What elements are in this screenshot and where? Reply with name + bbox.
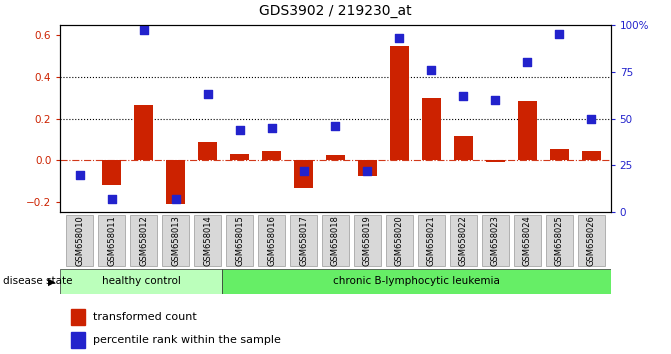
Text: GSM658016: GSM658016 xyxy=(267,215,276,266)
Bar xyxy=(454,136,473,160)
FancyBboxPatch shape xyxy=(258,215,285,266)
Text: ▶: ▶ xyxy=(48,276,56,286)
Point xyxy=(426,67,437,73)
Point xyxy=(234,127,245,133)
FancyBboxPatch shape xyxy=(546,215,572,266)
Bar xyxy=(518,101,537,160)
Text: GSM658022: GSM658022 xyxy=(459,215,468,266)
Text: GSM658014: GSM658014 xyxy=(203,215,212,266)
Point xyxy=(266,125,277,131)
FancyBboxPatch shape xyxy=(578,215,605,266)
Text: GSM658025: GSM658025 xyxy=(555,215,564,266)
Bar xyxy=(198,142,217,160)
FancyBboxPatch shape xyxy=(354,215,380,266)
FancyBboxPatch shape xyxy=(226,215,253,266)
Bar xyxy=(294,160,313,188)
Text: healthy control: healthy control xyxy=(102,276,180,286)
Point xyxy=(458,93,469,99)
Bar xyxy=(422,98,441,160)
FancyBboxPatch shape xyxy=(66,215,93,266)
Text: GSM658012: GSM658012 xyxy=(139,215,148,266)
Bar xyxy=(262,151,281,160)
Point xyxy=(362,168,373,174)
Point xyxy=(202,91,213,97)
Point xyxy=(106,196,117,202)
Point xyxy=(74,172,85,178)
Text: GSM658017: GSM658017 xyxy=(299,215,308,266)
Point xyxy=(394,35,405,41)
Bar xyxy=(550,149,569,160)
Text: GDS3902 / 219230_at: GDS3902 / 219230_at xyxy=(259,4,412,18)
FancyBboxPatch shape xyxy=(130,215,156,266)
Text: GSM658011: GSM658011 xyxy=(107,215,116,266)
Text: GSM658013: GSM658013 xyxy=(171,215,180,266)
Point xyxy=(330,123,341,129)
Text: GSM658020: GSM658020 xyxy=(395,215,404,266)
Point xyxy=(522,59,533,65)
Bar xyxy=(60,269,222,294)
FancyBboxPatch shape xyxy=(482,215,509,266)
Bar xyxy=(166,160,185,204)
FancyBboxPatch shape xyxy=(99,215,125,266)
FancyBboxPatch shape xyxy=(450,215,476,266)
FancyBboxPatch shape xyxy=(514,215,541,266)
FancyBboxPatch shape xyxy=(418,215,445,266)
Text: GSM658018: GSM658018 xyxy=(331,215,340,266)
Text: chronic B-lymphocytic leukemia: chronic B-lymphocytic leukemia xyxy=(333,276,500,286)
Bar xyxy=(326,155,345,160)
Text: GSM658024: GSM658024 xyxy=(523,215,532,266)
Text: disease state: disease state xyxy=(3,276,73,286)
Bar xyxy=(102,160,121,185)
Text: transformed count: transformed count xyxy=(93,312,197,322)
Text: GSM658015: GSM658015 xyxy=(235,215,244,266)
FancyBboxPatch shape xyxy=(386,215,413,266)
FancyBboxPatch shape xyxy=(322,215,349,266)
Bar xyxy=(71,309,85,325)
Text: percentile rank within the sample: percentile rank within the sample xyxy=(93,335,281,346)
Point xyxy=(586,116,597,121)
Point xyxy=(298,168,309,174)
Text: GSM658021: GSM658021 xyxy=(427,215,436,266)
Text: GSM658019: GSM658019 xyxy=(363,215,372,266)
Text: GSM658026: GSM658026 xyxy=(587,215,596,266)
Point xyxy=(490,97,501,103)
FancyBboxPatch shape xyxy=(291,215,317,266)
Bar xyxy=(390,46,409,160)
Bar xyxy=(71,332,85,348)
Point xyxy=(554,31,565,37)
Bar xyxy=(582,151,601,160)
Bar xyxy=(486,160,505,162)
Point xyxy=(170,196,181,202)
Bar xyxy=(230,154,249,160)
FancyBboxPatch shape xyxy=(195,215,221,266)
Bar xyxy=(358,160,377,176)
Point xyxy=(138,28,149,33)
Text: GSM658010: GSM658010 xyxy=(75,215,84,266)
Bar xyxy=(222,269,611,294)
FancyBboxPatch shape xyxy=(162,215,189,266)
Text: GSM658023: GSM658023 xyxy=(491,215,500,266)
Bar xyxy=(134,105,153,160)
